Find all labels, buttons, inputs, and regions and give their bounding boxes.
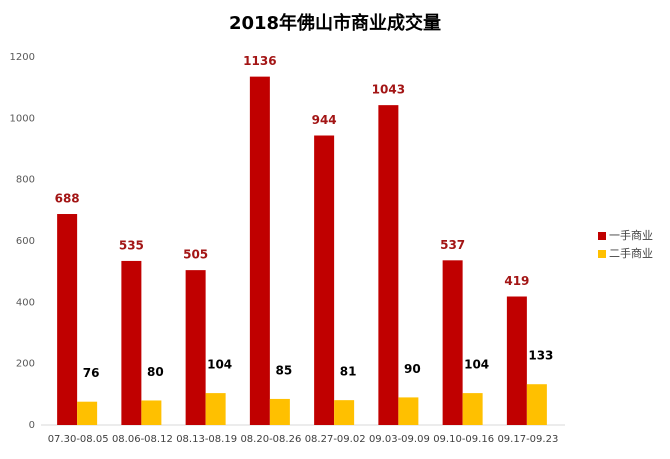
x-tick-label: 08.13-08.19: [176, 434, 237, 445]
bar: [334, 400, 355, 425]
y-tick-label: 0: [29, 420, 35, 431]
y-tick-label: 400: [16, 297, 35, 308]
bar: [314, 135, 335, 426]
data-label: 81: [340, 365, 357, 379]
data-label: 505: [183, 248, 208, 262]
legend-label: 一手商业: [609, 228, 653, 242]
bar: [526, 384, 547, 425]
x-tick-label: 08.27-09.02: [305, 434, 366, 445]
data-label: 1043: [372, 83, 405, 97]
bar: [141, 400, 162, 425]
x-tick-label: 09.03-09.09: [369, 434, 430, 445]
x-tick-label: 09.17-09.23: [497, 434, 558, 445]
y-tick-label: 800: [16, 175, 35, 186]
chart-title: 2018年佛山市商业成交量: [229, 12, 441, 34]
x-tick-label: 09.10-09.16: [433, 434, 494, 445]
data-label: 1136: [243, 54, 276, 68]
legend-swatch: [598, 250, 606, 258]
data-label: 133: [528, 349, 553, 363]
bar: [378, 105, 399, 425]
x-tick-label: 07.30-08.05: [48, 434, 109, 445]
y-tick-label: 600: [16, 236, 35, 247]
data-label: 535: [119, 238, 144, 252]
data-label: 104: [207, 358, 232, 372]
data-label: 80: [147, 365, 164, 379]
x-tick-label: 08.06-08.12: [112, 434, 173, 445]
data-label: 537: [440, 238, 465, 252]
bar: [121, 260, 142, 425]
data-label: 104: [464, 358, 489, 372]
bar: [442, 260, 463, 425]
bar: [462, 393, 483, 425]
y-tick-label: 1000: [10, 113, 35, 124]
data-label: 688: [55, 192, 80, 206]
legend-label: 二手商业: [609, 246, 653, 260]
data-label: 944: [312, 113, 337, 127]
legend-swatch: [598, 232, 606, 240]
data-label: 85: [276, 363, 293, 377]
y-tick-label: 1200: [10, 52, 35, 63]
bar: [57, 214, 78, 425]
x-tick-label: 08.20-08.26: [240, 434, 301, 445]
bar: [398, 397, 419, 425]
data-label: 419: [504, 274, 529, 288]
bar: [269, 398, 290, 425]
bar: [249, 76, 270, 426]
bar: [205, 393, 226, 425]
y-tick-label: 200: [16, 359, 35, 370]
bar: [77, 401, 98, 425]
data-label: 76: [83, 366, 100, 380]
bar: [506, 296, 527, 425]
bar: [185, 270, 206, 425]
data-label: 90: [404, 362, 421, 376]
